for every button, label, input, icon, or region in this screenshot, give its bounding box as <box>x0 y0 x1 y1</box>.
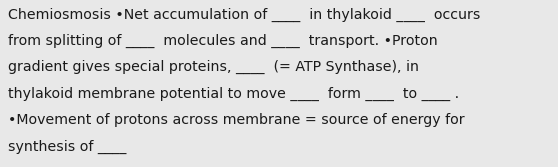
Text: gradient gives special proteins, ____  (= ATP Synthase), in: gradient gives special proteins, ____ (=… <box>8 60 420 74</box>
Text: Chemiosmosis •Net accumulation of ____  in thylakoid ____  occurs: Chemiosmosis •Net accumulation of ____ i… <box>8 8 481 22</box>
Text: thylakoid membrane potential to move ____  form ____  to ____ .: thylakoid membrane potential to move ___… <box>8 87 459 101</box>
Text: •Movement of protons across membrane = source of energy for: •Movement of protons across membrane = s… <box>8 113 465 127</box>
Text: synthesis of ____: synthesis of ____ <box>8 139 131 154</box>
Text: from splitting of ____  molecules and ____  transport. •Proton: from splitting of ____ molecules and ___… <box>8 34 438 48</box>
